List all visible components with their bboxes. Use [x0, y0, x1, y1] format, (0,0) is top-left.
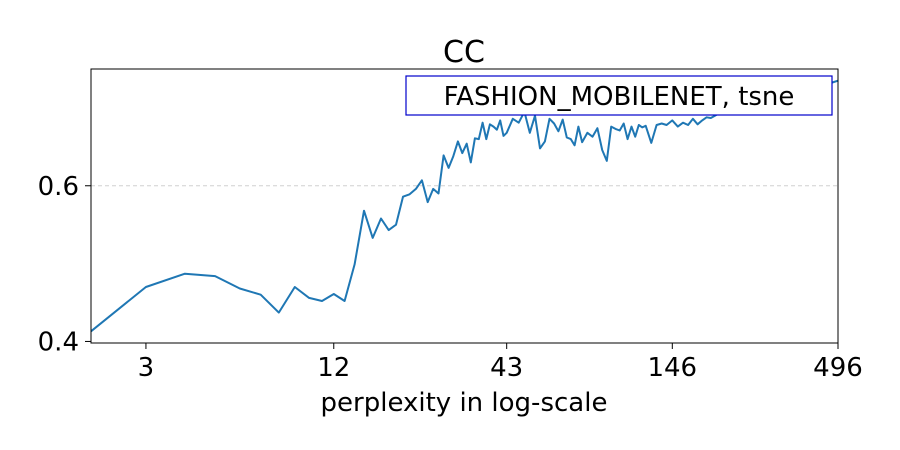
x-tick-label: 43	[490, 353, 523, 383]
x-tick-label: 3	[138, 353, 155, 383]
x-tick-label: 496	[813, 353, 863, 383]
y-tick-label: 0.4	[38, 327, 79, 357]
x-axis-label: perplexity in log-scale	[321, 388, 608, 418]
x-tick-label: 12	[317, 353, 350, 383]
legend: FASHION_MOBILENET, tsne	[405, 75, 833, 116]
y-tick-label: 0.6	[38, 172, 79, 202]
series-line	[91, 79, 838, 333]
x-tick-label: 146	[647, 353, 697, 383]
legend-box	[405, 75, 833, 116]
y-axis-ticks: 0.4 0.6	[38, 172, 91, 357]
legend-label: FASHION_MOBILENET, tsne	[444, 82, 795, 112]
chart-title: CC	[443, 35, 485, 70]
x-axis-ticks: 3 12 43 146 496	[138, 343, 863, 383]
plot-frame	[90, 68, 839, 344]
